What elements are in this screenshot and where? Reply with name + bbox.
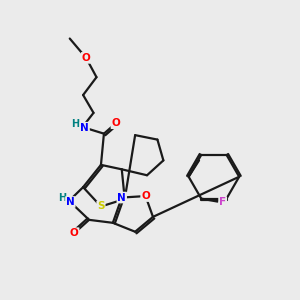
Text: O: O xyxy=(111,118,120,128)
Text: H: H xyxy=(58,193,66,202)
Text: H: H xyxy=(71,119,79,129)
Text: F: F xyxy=(219,197,226,207)
Text: S: S xyxy=(97,202,105,212)
Text: O: O xyxy=(82,53,91,63)
Text: O: O xyxy=(141,191,150,201)
Text: N: N xyxy=(80,123,89,133)
Text: O: O xyxy=(70,228,79,238)
Text: N: N xyxy=(117,193,126,202)
Text: N: N xyxy=(66,197,75,207)
